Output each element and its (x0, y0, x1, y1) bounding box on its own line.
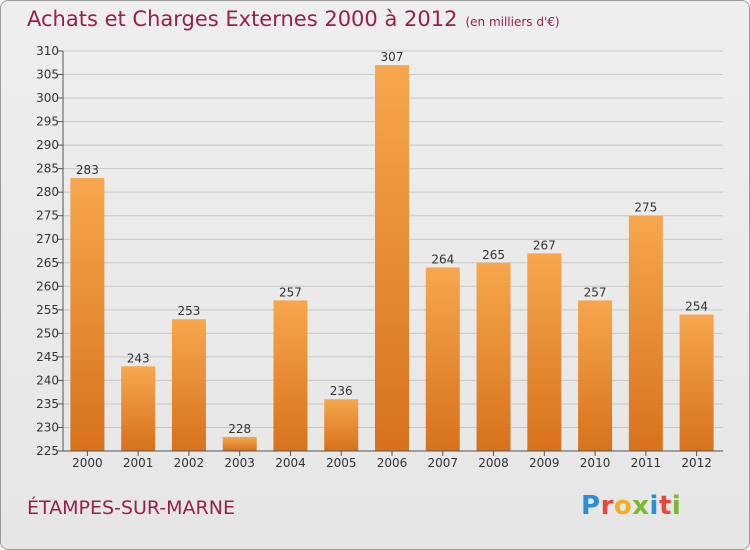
data-label: 257 (584, 285, 607, 299)
bar (70, 178, 105, 451)
bar (171, 319, 206, 451)
logo-letter: i (671, 491, 682, 521)
x-tick-label: 2001 (123, 456, 154, 470)
y-tick-label: 270 (36, 232, 59, 246)
bar (425, 267, 460, 451)
data-label: 236 (330, 384, 353, 398)
chart-unit: (en milliers d'€) (465, 15, 560, 29)
y-tick-label: 305 (36, 68, 59, 82)
y-tick-label: 235 (36, 397, 59, 411)
logo-letter: t (658, 491, 672, 521)
data-label: 307 (381, 50, 404, 64)
x-tick-label: 2012 (681, 456, 712, 470)
y-tick-label: 290 (36, 138, 59, 152)
x-tick-label: 2000 (72, 456, 103, 470)
y-tick-label: 240 (36, 373, 59, 387)
data-label: 253 (177, 304, 200, 318)
y-tick-label: 225 (36, 444, 59, 458)
y-tick-label: 260 (36, 279, 59, 293)
bar (222, 436, 257, 451)
x-tick-label: 2003 (224, 456, 255, 470)
data-label: 265 (482, 248, 505, 262)
logo-letter: x (632, 491, 650, 521)
y-tick-label: 280 (36, 185, 59, 199)
x-axis-ticks: 2000 2001 2002 2003 2004 2005 2006 2007 2008 2009… (72, 451, 712, 470)
chart-title: Achats et Charges Externes 2000 à 2012 (e… (27, 7, 560, 31)
bar (375, 65, 409, 451)
logo-letter: i (649, 491, 659, 521)
x-tick-label: 2007 (427, 456, 458, 470)
axes (62, 51, 723, 452)
data-label: 264 (431, 252, 454, 266)
bar (679, 314, 714, 451)
data-label: 228 (228, 422, 251, 436)
x-tick-label: 2009 (529, 456, 560, 470)
y-tick-label: 255 (36, 303, 59, 317)
y-tick-label: 295 (36, 115, 59, 129)
bar (527, 253, 562, 451)
bars (70, 65, 714, 451)
x-tick-label: 2010 (580, 456, 611, 470)
x-tick-label: 2002 (174, 456, 205, 470)
logo-letter: P (581, 491, 601, 521)
y-tick-label: 250 (36, 326, 59, 340)
x-tick-label: 2011 (631, 456, 662, 470)
y-tick-label: 265 (36, 256, 59, 270)
y-tick-label: 245 (36, 350, 59, 364)
x-tick-label: 2006 (377, 456, 408, 470)
x-tick-label: 2004 (275, 456, 306, 470)
data-label: 275 (634, 201, 657, 215)
y-tick-label: 285 (36, 162, 59, 176)
bar (273, 300, 308, 451)
bar (628, 215, 663, 451)
commune-name: ÉTAMPES-SUR-MARNE (27, 497, 235, 519)
bar (121, 366, 156, 451)
x-tick-label: 2008 (478, 456, 509, 470)
y-tick-label: 310 (36, 44, 59, 58)
y-tick-label: 230 (36, 420, 59, 434)
y-axis-ticks: 225 230 235 240 245 250 255 260 265 270 275 280 285 2… (36, 44, 63, 458)
bar (578, 300, 613, 451)
data-label: 267 (533, 238, 556, 252)
y-tick-label: 275 (36, 209, 59, 223)
x-tick-label: 2005 (326, 456, 357, 470)
y-tick-label: 300 (36, 91, 59, 105)
logo-letter: o (613, 491, 633, 521)
logo-letter: r (600, 491, 614, 521)
data-label: 283 (76, 163, 99, 177)
bar (476, 262, 511, 451)
chart-title-text: Achats et Charges Externes 2000 à 2012 (27, 7, 458, 31)
data-label: 257 (279, 285, 302, 299)
data-labels: 283 243 253 228 257 236 307 264 265 267 257 275 254 (76, 50, 708, 436)
proxiti-logo: Proxiti (581, 491, 681, 521)
bar (324, 399, 359, 451)
data-label: 243 (127, 351, 150, 365)
data-label: 254 (685, 300, 708, 314)
